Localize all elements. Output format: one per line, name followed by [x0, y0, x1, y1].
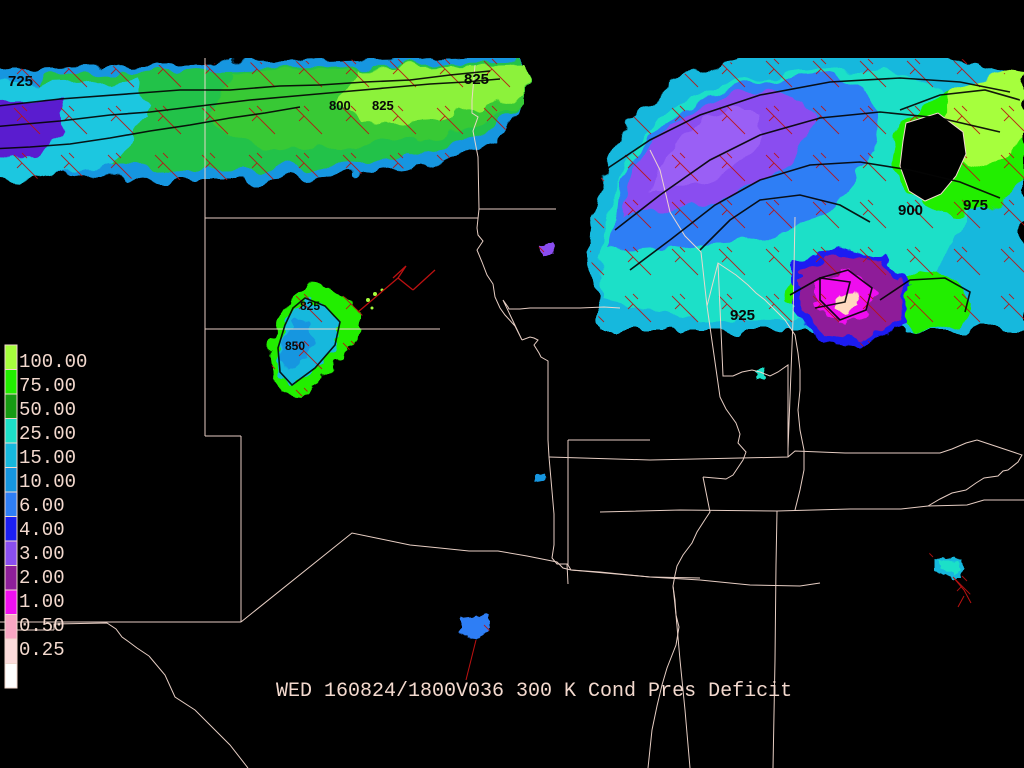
svg-text:1.00: 1.00	[19, 591, 65, 613]
svg-text:0.25: 0.25	[19, 639, 65, 661]
svg-text:2.00: 2.00	[19, 567, 65, 589]
svg-text:925: 925	[730, 307, 755, 324]
svg-text:50.00: 50.00	[19, 399, 76, 421]
svg-text:3.00: 3.00	[19, 543, 65, 565]
svg-text:0.50: 0.50	[19, 615, 65, 637]
svg-text:825: 825	[300, 299, 320, 313]
svg-text:975: 975	[963, 197, 988, 214]
svg-text:4.00: 4.00	[19, 519, 65, 541]
svg-text:825: 825	[372, 98, 394, 113]
svg-text:25.00: 25.00	[19, 423, 76, 445]
svg-text:10.00: 10.00	[19, 471, 76, 493]
svg-text:100.00: 100.00	[19, 351, 87, 373]
svg-text:WED 160824/1800V036 300 K Cond: WED 160824/1800V036 300 K Cond Pres Defi…	[276, 680, 792, 703]
svg-text:800: 800	[329, 98, 351, 113]
svg-text:850: 850	[285, 339, 305, 353]
svg-text:900: 900	[898, 202, 923, 219]
svg-text:75.00: 75.00	[19, 375, 76, 397]
svg-text:825: 825	[464, 71, 489, 88]
svg-text:6.00: 6.00	[19, 495, 65, 517]
svg-text:725: 725	[8, 73, 33, 90]
svg-text:15.00: 15.00	[19, 447, 76, 469]
